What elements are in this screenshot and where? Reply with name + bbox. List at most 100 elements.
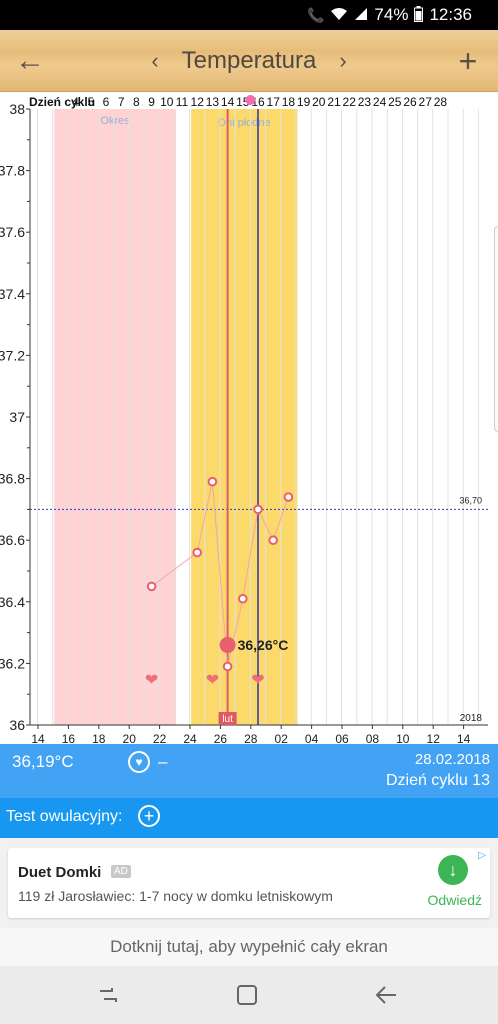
fertile-band bbox=[191, 109, 298, 725]
cycle-day-number: 27 bbox=[419, 95, 433, 109]
y-tick-label: 36.2 bbox=[0, 655, 25, 671]
battery-percent: 74% bbox=[374, 5, 409, 24]
cycle-day-number: 7 bbox=[118, 95, 125, 109]
y-tick-label: 36.8 bbox=[0, 471, 25, 487]
temperature-point bbox=[268, 535, 279, 546]
back-icon[interactable] bbox=[366, 980, 406, 1010]
temperature-point bbox=[207, 476, 218, 487]
month-marker: lut bbox=[222, 714, 233, 725]
ovulation-test-label: Test owulacyjny: bbox=[6, 808, 123, 825]
ad-card[interactable]: Duet Domki AD 119 zł Jarosławiec: 1-7 no… bbox=[8, 848, 490, 918]
cycle-day-number: 6 bbox=[103, 95, 110, 109]
cycle-day-label: Dzień cyklu 13 bbox=[385, 772, 490, 789]
y-tick-label: 36.4 bbox=[0, 594, 25, 610]
y-tick-label: 36.6 bbox=[0, 532, 25, 548]
y-tick-label: 37.2 bbox=[0, 347, 25, 363]
page-title: Temperatura bbox=[181, 47, 317, 74]
cycle-day-number: 8 bbox=[133, 95, 140, 109]
temperature-series-line bbox=[151, 481, 289, 667]
cycle-day-number: 10 bbox=[160, 95, 174, 109]
back-arrow-icon[interactable]: ← bbox=[15, 44, 45, 77]
cycle-day-number: 20 bbox=[312, 95, 326, 109]
signal-icon bbox=[354, 7, 368, 24]
temperature-chart[interactable]: Okres Dni płodne 38 37.8 37.6 37.4 37.2 37 36.8 3… bbox=[0, 92, 498, 744]
y-tick-label: 37.8 bbox=[0, 163, 25, 179]
x-date-label: 22 bbox=[153, 732, 167, 744]
adchoices-icon[interactable]: ▷ bbox=[478, 850, 486, 861]
cycle-day-number: 22 bbox=[343, 95, 357, 109]
period-label: Okres bbox=[100, 115, 130, 127]
add-entry-icon[interactable]: + bbox=[458, 42, 478, 79]
cycle-day-number: 24 bbox=[373, 95, 387, 109]
x-date-label: 18 bbox=[92, 732, 106, 744]
x-date-label: 06 bbox=[335, 732, 349, 744]
previous-chevron-icon[interactable]: ‹ bbox=[151, 48, 159, 73]
cycle-day-number: 19 bbox=[297, 95, 311, 109]
heart-marker-icon: ❤ bbox=[251, 670, 264, 689]
x-date-label: 28 bbox=[244, 732, 258, 744]
temperature-point bbox=[222, 661, 233, 672]
cycle-day-number: 12 bbox=[191, 95, 205, 109]
ad-title[interactable]: Duet Domki bbox=[18, 864, 102, 881]
day-temperature: 36,19°C bbox=[12, 752, 74, 771]
cycle-day-number: 5 bbox=[87, 95, 94, 109]
status-bar: 📞 74% 12:36 bbox=[0, 0, 498, 30]
cycle-day-number: 26 bbox=[403, 95, 417, 109]
x-date-label: 14 bbox=[457, 732, 471, 744]
y-tick-label: 37 bbox=[9, 409, 25, 425]
heart-icon[interactable]: ♥ bbox=[128, 751, 150, 773]
temperature-point bbox=[253, 504, 263, 515]
wifi-icon bbox=[330, 7, 348, 24]
temperature-chart-svg[interactable]: Okres Dni płodne 38 37.8 37.6 37.4 37.2 37 36.8 3… bbox=[0, 92, 498, 744]
x-date-label: 14 bbox=[31, 732, 45, 744]
y-tick-label: 37.4 bbox=[0, 286, 25, 302]
system-nav-bar bbox=[0, 966, 498, 1024]
cycle-day-header: Dzień cyklu bbox=[29, 95, 95, 109]
fertile-days-label: Dni płodne bbox=[218, 117, 271, 129]
x-date-label: 26 bbox=[214, 732, 228, 744]
y-tick-label: 36 bbox=[9, 717, 25, 733]
temperature-point bbox=[192, 547, 202, 558]
cycle-day-number: 4 bbox=[72, 95, 79, 109]
fill-screen-hint[interactable]: Dotknij tutaj, aby wypełnić cały ekran bbox=[0, 928, 498, 966]
ovulation-test-bar[interactable]: Test owulacyjny: + bbox=[0, 798, 498, 838]
ovulation-marker-icon bbox=[245, 95, 256, 105]
cycle-day-number: 23 bbox=[358, 95, 372, 109]
heart-marker-icon: ❤ bbox=[145, 670, 158, 689]
add-circle-icon[interactable]: + bbox=[138, 805, 160, 827]
temperature-point bbox=[146, 581, 157, 592]
ad-visit-button[interactable]: Odwiedź bbox=[427, 892, 482, 908]
recents-icon[interactable] bbox=[88, 980, 128, 1010]
cycle-day-number: 18 bbox=[282, 95, 296, 109]
cycle-day-number: 13 bbox=[206, 95, 220, 109]
cycle-day-number: 17 bbox=[267, 95, 281, 109]
next-chevron-icon[interactable]: › bbox=[339, 48, 347, 73]
selected-date: 28.02.2018 bbox=[414, 751, 490, 768]
coverline-label: 36,70 bbox=[459, 495, 482, 505]
selected-temperature-point bbox=[219, 636, 236, 653]
x-date-label: 04 bbox=[305, 732, 319, 744]
y-tick-label: 38 bbox=[9, 101, 25, 117]
app-bar: ← ‹ Temperatura › + bbox=[0, 30, 498, 92]
x-date-label: 02 bbox=[275, 732, 289, 744]
ad-badge: AD bbox=[111, 865, 131, 878]
side-panel-handle[interactable] bbox=[494, 226, 498, 432]
x-date-label: 08 bbox=[366, 732, 380, 744]
ad-description[interactable]: 119 zł Jarosławiec: 1-7 nocy w domku let… bbox=[18, 888, 333, 904]
cycle-day-number: 11 bbox=[176, 95, 189, 109]
cycle-day-number: 25 bbox=[388, 95, 402, 109]
download-arrow-icon[interactable]: ↓ bbox=[438, 855, 468, 885]
x-date-label: 12 bbox=[427, 732, 441, 744]
cycle-day-number: 14 bbox=[221, 95, 235, 109]
battery-icon bbox=[414, 5, 424, 25]
clock: 12:36 bbox=[429, 5, 472, 24]
temperature-point bbox=[238, 593, 248, 604]
home-icon[interactable] bbox=[227, 980, 267, 1010]
cycle-day-number: 28 bbox=[434, 95, 448, 109]
day-info-bar[interactable]: 36,19°C ♥ – 28.02.2018 Dzień cyklu 13 bbox=[0, 744, 498, 798]
period-band bbox=[54, 109, 176, 725]
cycle-day-number: 9 bbox=[148, 95, 155, 109]
x-date-label: 24 bbox=[183, 732, 197, 744]
selected-temperature-label: 36,26°C bbox=[238, 637, 289, 653]
x-date-label: 10 bbox=[396, 732, 410, 744]
